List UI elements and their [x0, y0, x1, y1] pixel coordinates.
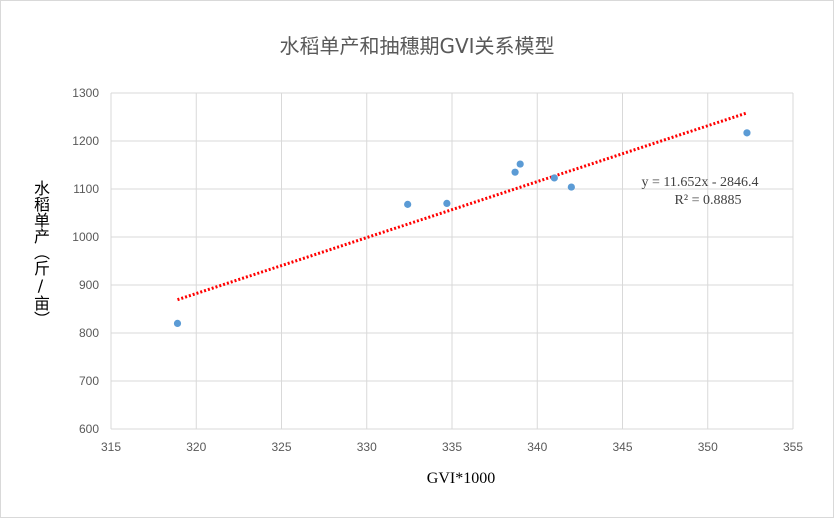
y-tick-label: 1100 — [73, 182, 99, 196]
x-tick-label: 345 — [612, 440, 632, 454]
data-point — [743, 129, 751, 137]
axes — [110, 93, 793, 430]
y-tick-label: 1300 — [72, 86, 99, 100]
x-tick-label: 315 — [101, 440, 121, 454]
r-squared-annotation: R² = 0.8885 — [675, 193, 742, 208]
equation-annotation: y = 11.652x - 2846.4 — [641, 175, 758, 190]
x-tick-label: 340 — [527, 440, 547, 454]
data-point — [404, 200, 412, 208]
x-tick-label: 330 — [357, 440, 377, 454]
chart-title: 水稻单产和抽穗期GVI关系模型 — [279, 34, 555, 58]
data-points — [173, 129, 751, 327]
y-axis-label: 水稻单产（斤/亩） — [31, 180, 50, 327]
y-tick-label: 1200 — [72, 134, 99, 148]
data-point — [173, 319, 182, 327]
data-point — [516, 160, 524, 168]
x-tick-label: 355 — [783, 440, 803, 454]
tick-labels: 315 320 325 330 335 340 345 350 355 600 700 800 900 1… — [72, 86, 803, 454]
y-tick-label: 700 — [79, 374, 99, 388]
data-point — [550, 174, 558, 182]
y-tick-label: 800 — [79, 326, 99, 340]
data-point — [567, 183, 575, 191]
x-tick-label: 350 — [698, 440, 718, 454]
y-tick-label: 900 — [79, 278, 99, 292]
gridlines — [111, 92, 794, 429]
y-tick-label: 1000 — [72, 230, 99, 244]
x-tick-label: 335 — [442, 440, 462, 454]
x-tick-label: 320 — [186, 440, 206, 454]
y-tick-label: 600 — [79, 422, 99, 436]
x-axis-label: GVI*1000 — [426, 470, 496, 487]
data-point — [511, 168, 519, 176]
data-point — [443, 199, 451, 207]
x-tick-label: 325 — [271, 440, 291, 454]
